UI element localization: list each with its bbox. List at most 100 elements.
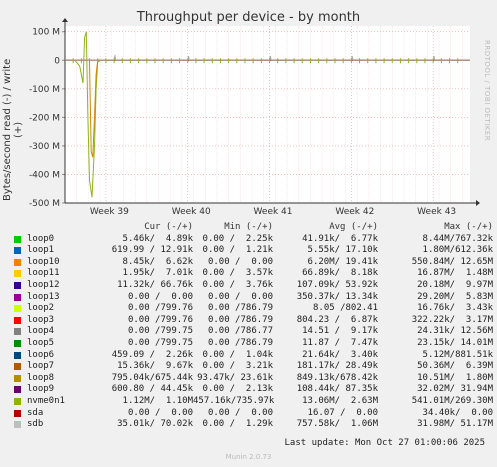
legend-name: loop3 [27,314,55,325]
legend-row: loop6 459.09 / 2.26k 0.00 / 1.04k 21.64k/ … [12,350,493,362]
legend-header-min: Min (-/+) [224,222,273,232]
legend-max: 23.15k/ 14.01M [411,337,493,348]
legend-swatch [14,421,21,429]
legend-row: loop0 5.46k/ 4.89k 0.00 / 2.25k 41.91k/ 6… [12,234,493,246]
legend-min: 0.00 / 1.04k [202,349,273,360]
y-tick-label: -100 M [29,85,60,95]
legend-header-avg: Avg (-/+) [329,222,378,232]
legend-min: 93.47k/ 23.61k [197,372,273,383]
legend-avg: 16.07 / 0.00 [302,407,378,418]
legend-min: 0.00 / 0.00 [207,407,273,418]
legend-name: loop8 [27,372,55,383]
legend-table: Cur (-/+) Min (-/+) Avg (-/+) Max (-/+) … [12,222,493,431]
legend-name: loop1 [27,245,55,256]
legend-cur: 600.80 / 44.45k [111,384,193,395]
x-tick-label: Week 42 [335,207,374,217]
y-axis-arrow [62,18,68,22]
y-tick-label: 0 [54,56,60,66]
chart-plot: 100 M 0 -100 M -200 M -300 M -400 M -500 M Week… [29,18,480,217]
legend-min: 0.00 / 1.29k [202,419,273,430]
rrdtool-watermark: RRDTOOL / TOBI OETIKER [483,40,491,142]
legend-name: nvme0n1 [27,395,65,406]
legend-avg: 66.89k/ 8.18k [296,268,378,279]
legend-min: 0.00 / 0.00 [207,256,273,267]
legend-max: 16.76k/ 3.43k [411,303,493,314]
legend-avg: 350.37k/ 13.34k [296,291,378,302]
legend-min: 0.00 /786.79 [207,314,273,325]
legend-name: loop12 [27,279,60,290]
legend-cur: 0.00 /799.75 [122,326,193,337]
x-tick-label: Week 43 [417,207,456,217]
legend-min: 0.00 / 2.25k [202,233,273,244]
legend-min: 457.16k/735.97k [193,395,275,406]
legend-name: loop2 [27,303,55,314]
legend-row: loop11 1.95k/ 7.01k 0.00 / 3.57k 66.89k/ … [12,268,493,280]
y-tick-label: -200 M [29,113,60,123]
legend-header-max: Max (-/+) [444,222,493,232]
legend-name: sda [27,407,44,418]
legend-row: loop2 0.00 /799.76 0.00 /786.79 8.05 /802… [12,303,493,315]
legend-swatch [14,305,21,313]
legend-swatch [14,351,21,359]
legend-swatch [14,235,21,243]
legend-row: loop7 15.36k/ 9.67k 0.00 / 3.21k 181.17k/ 2… [12,361,493,373]
legend-cur: 35.01k/ 70.02k [117,419,193,430]
legend-max: 8.44M/767.32k [411,233,493,244]
legend-swatch [14,270,21,278]
legend-max: 34.40k/ 0.00 [417,407,493,418]
legend-name: loop0 [27,233,55,244]
plot-background [65,26,470,203]
legend-row: nvme0n1 1.12M/ 1.10M 457.16k/735.97k 13.0… [12,396,493,408]
legend-name: loop4 [27,326,55,337]
legend-avg: 181.17k/ 28.49k [296,361,378,372]
legend-name: loop10 [27,256,60,267]
legend-swatch [14,363,21,371]
legend-min: 0.00 /786.79 [207,303,273,314]
legend-min: 0.00 /786.79 [207,337,273,348]
legend-max: 16.87M/ 1.48M [411,268,493,279]
legend-max: 1.80M/612.36k [411,245,493,256]
legend-cur: 15.36k/ 9.67k [117,361,193,372]
legend-swatch [14,247,21,255]
legend-max: 29.20M/ 5.83M [411,291,493,302]
legend-cur: 795.04k/675.44k [111,372,193,383]
legend-row: loop12 11.32k/ 66.76k 0.00 / 3.76k 107.09k/… [12,280,493,292]
x-axis-arrow [476,200,480,206]
legend-name: loop7 [27,361,55,372]
legend-min: 0.00 / 3.76k [202,279,273,290]
legend-swatch [14,281,21,289]
legend-avg: 11.87 / 7.47k [296,337,378,348]
legend-header-cur: Cur (-/+) [144,222,193,232]
y-tick-label: 100 M [32,28,60,38]
legend-swatch [14,316,21,324]
legend-name: loop5 [27,337,55,348]
legend-avg: 108.44k/ 87.35k [296,384,378,395]
y-tick-label: -400 M [29,170,60,180]
legend-min: 0.00 / 1.21k [202,245,273,256]
legend-avg: 804.23 / 6.87k [296,314,378,325]
legend-max: 20.18M/ 9.97M [411,279,493,290]
legend-cur: 619.99 / 12.91k [111,245,193,256]
legend-name: sdb [27,419,44,430]
legend-avg: 5.55k/ 17.10k [296,245,378,256]
legend-avg: 41.91k/ 6.77k [296,233,378,244]
legend-min: 0.00 / 2.13k [202,384,273,395]
x-tick-label: Week 40 [172,207,211,217]
legend-header: Cur (-/+) Min (-/+) Avg (-/+) Max (-/+) [12,222,493,234]
legend-swatch [14,397,21,405]
legend-max: 31.98M/ 51.17M [411,419,493,430]
legend-avg: 8.05 /802.41 [302,303,378,314]
legend-max: 50.36M/ 6.39M [411,361,493,372]
legend-cur: 0.00 / 0.00 [122,291,193,302]
y-tick-label: -300 M [29,142,60,152]
last-update: Last update: Mon Oct 27 01:00:06 2025 [284,438,485,448]
legend-name: loop13 [27,291,60,302]
legend-row: loop9 600.80 / 44.45k 0.00 / 2.13k 108.44k/… [12,384,493,396]
x-tick-label: Week 41 [254,207,293,217]
legend-row: loop5 0.00 /799.75 0.00 /786.79 11.87 / 7… [12,338,493,350]
legend-cur: 1.95k/ 7.01k [117,268,193,279]
legend-name: loop11 [27,268,60,279]
legend-avg: 849.13k/678.42k [296,372,378,383]
legend-max: 322.22k/ 3.17M [411,314,493,325]
y-tick-label: -500 M [29,199,60,209]
